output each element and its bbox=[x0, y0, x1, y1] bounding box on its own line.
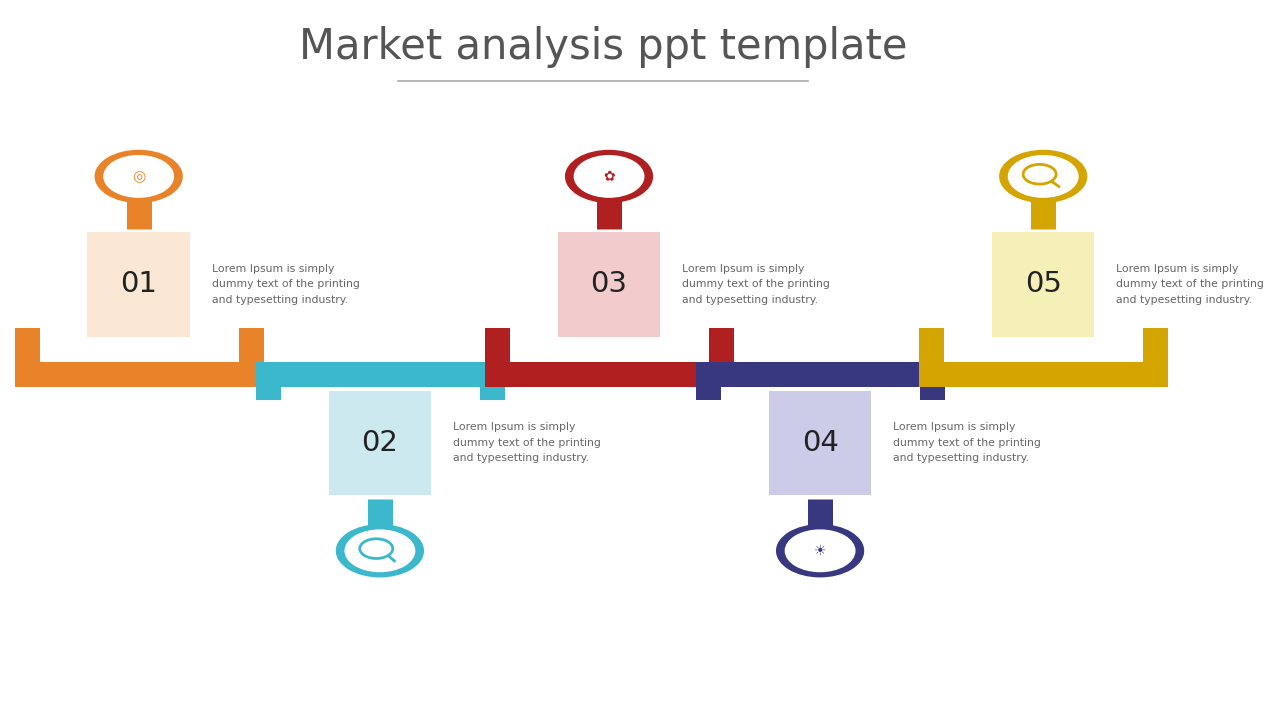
Text: ☀: ☀ bbox=[814, 544, 827, 558]
Bar bbox=[769, 390, 872, 495]
Text: 03: 03 bbox=[590, 271, 627, 298]
Circle shape bbox=[786, 530, 855, 572]
Text: Lorem Ipsum is simply
dummy text of the printing
and typesetting industry.: Lorem Ipsum is simply dummy text of the … bbox=[682, 264, 829, 305]
Circle shape bbox=[575, 156, 644, 197]
Text: ✿: ✿ bbox=[603, 169, 614, 184]
Circle shape bbox=[95, 150, 182, 202]
Text: 05: 05 bbox=[1025, 271, 1061, 298]
Circle shape bbox=[337, 525, 424, 577]
Circle shape bbox=[1009, 156, 1078, 197]
Text: Lorem Ipsum is simply
dummy text of the printing
and typesetting industry.: Lorem Ipsum is simply dummy text of the … bbox=[893, 422, 1041, 464]
Text: Market analysis ppt template: Market analysis ppt template bbox=[298, 26, 908, 68]
Circle shape bbox=[777, 525, 864, 577]
Bar bbox=[992, 233, 1094, 337]
Circle shape bbox=[104, 156, 173, 197]
Text: Lorem Ipsum is simply
dummy text of the printing
and typesetting industry.: Lorem Ipsum is simply dummy text of the … bbox=[453, 422, 600, 464]
Text: Lorem Ipsum is simply
dummy text of the printing
and typesetting industry.: Lorem Ipsum is simply dummy text of the … bbox=[211, 264, 360, 305]
Circle shape bbox=[346, 530, 415, 572]
Text: ◎: ◎ bbox=[132, 169, 146, 184]
Circle shape bbox=[566, 150, 653, 202]
Bar bbox=[87, 233, 189, 337]
Text: 04: 04 bbox=[801, 429, 838, 456]
Text: Lorem Ipsum is simply
dummy text of the printing
and typesetting industry.: Lorem Ipsum is simply dummy text of the … bbox=[1116, 264, 1265, 305]
Bar bbox=[329, 390, 431, 495]
Text: 01: 01 bbox=[120, 271, 157, 298]
Circle shape bbox=[1000, 150, 1087, 202]
Text: 02: 02 bbox=[361, 429, 398, 456]
Bar bbox=[558, 233, 660, 337]
